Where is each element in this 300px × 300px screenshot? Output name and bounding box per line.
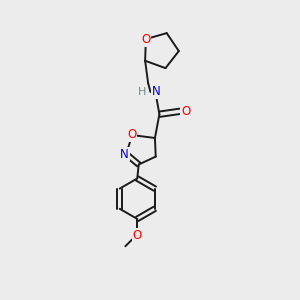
Text: N: N xyxy=(120,148,129,160)
Text: O: O xyxy=(141,33,151,46)
Text: O: O xyxy=(127,128,136,141)
Text: O: O xyxy=(133,229,142,242)
Text: O: O xyxy=(181,105,190,118)
Text: N: N xyxy=(152,85,160,98)
Text: H: H xyxy=(138,87,146,97)
